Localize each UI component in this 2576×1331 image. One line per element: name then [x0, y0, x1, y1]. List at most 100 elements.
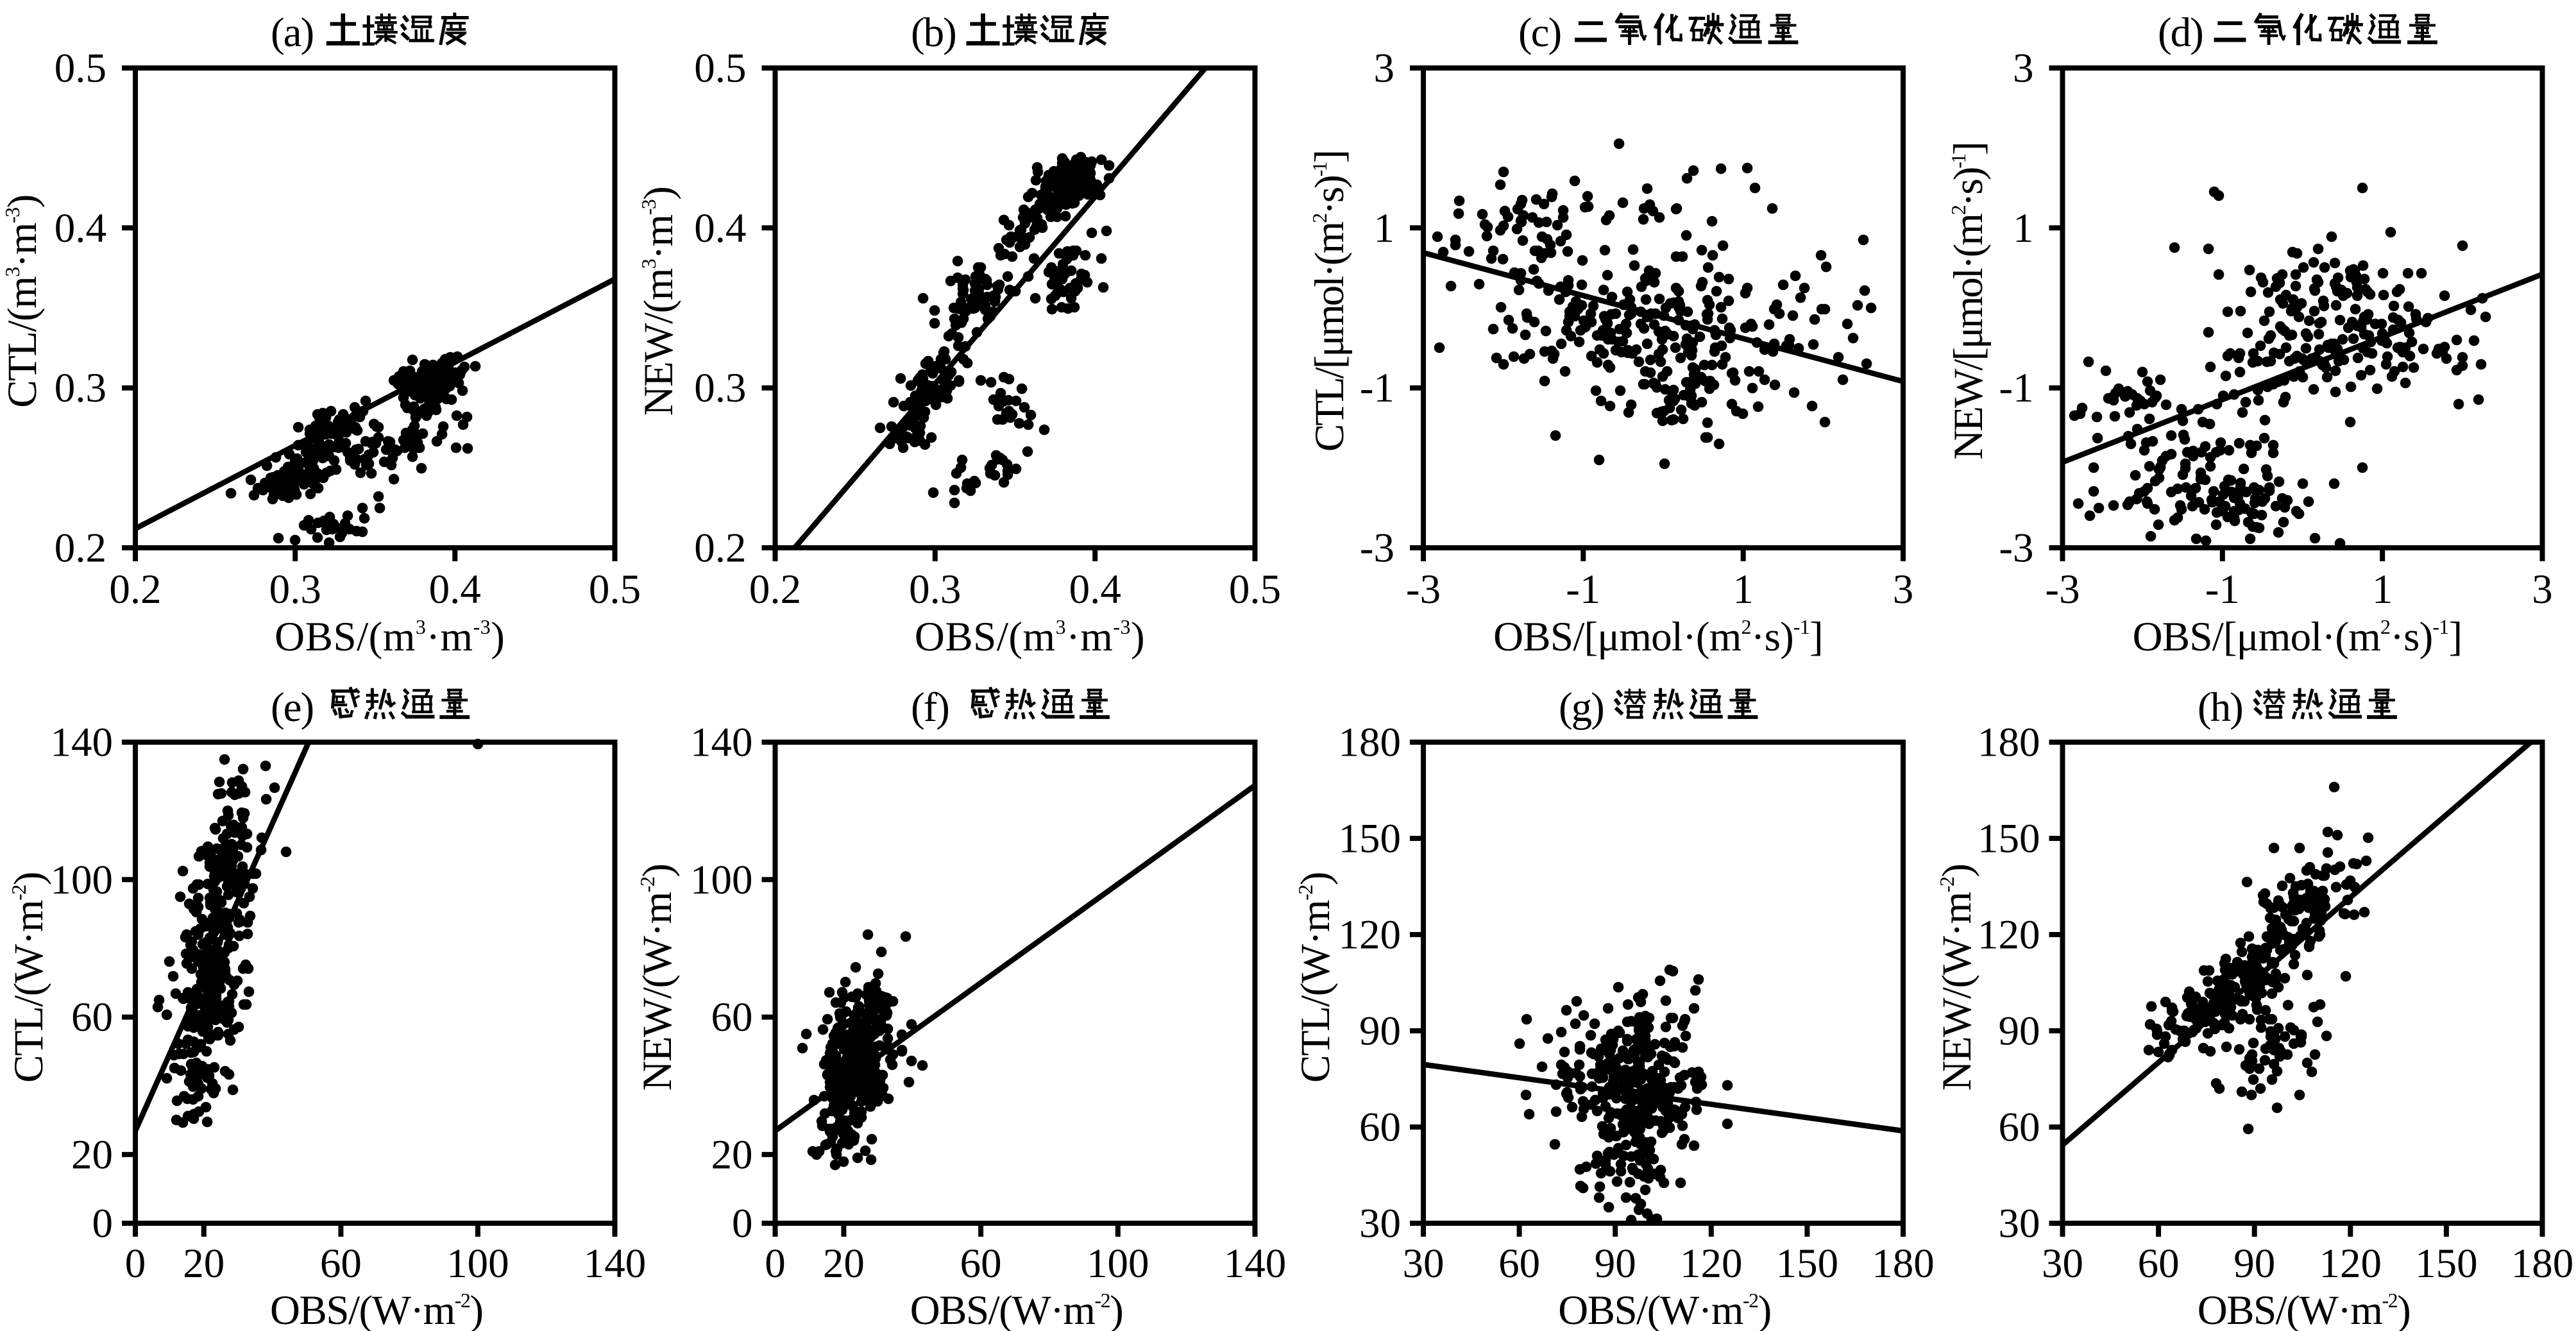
svg-text:60: 60	[1999, 1105, 2040, 1151]
svg-text:OBS/(m3·m-3): OBS/(m3·m-3)	[275, 614, 505, 660]
svg-text:180: 180	[2511, 1241, 2574, 1287]
svg-text:0.3: 0.3	[55, 365, 106, 411]
svg-text:100: 100	[1087, 1241, 1149, 1287]
svg-text:OBS/(W·m-2): OBS/(W·m-2)	[910, 1287, 1123, 1331]
svg-text:1: 1	[1374, 205, 1395, 251]
svg-text:OBS/(W·m-2): OBS/(W·m-2)	[1558, 1287, 1771, 1331]
svg-text:60: 60	[320, 1241, 362, 1287]
svg-text:3: 3	[1374, 46, 1395, 92]
svg-text:NEW/[μmol·(m2·s)-1]: NEW/[μmol·(m2·s)-1]	[1945, 143, 1992, 459]
svg-text:0.5: 0.5	[1229, 566, 1281, 613]
svg-text:0.5: 0.5	[694, 46, 746, 92]
svg-text:60: 60	[71, 994, 113, 1040]
svg-text:0.4: 0.4	[55, 205, 106, 251]
svg-text:-3: -3	[2045, 566, 2080, 613]
svg-text:90: 90	[1999, 1008, 2040, 1055]
svg-text:0: 0	[125, 1241, 146, 1287]
svg-text:140: 140	[690, 720, 753, 766]
svg-text:-3: -3	[1360, 525, 1394, 572]
svg-text:(d): (d)	[2158, 10, 2203, 56]
svg-text:0.2: 0.2	[109, 566, 161, 613]
svg-text:0: 0	[732, 1201, 753, 1247]
svg-text:CTL/[μmol·(m2·s)-1]: CTL/[μmol·(m2·s)-1]	[1307, 151, 1353, 452]
svg-text:0: 0	[92, 1201, 114, 1247]
svg-text:90: 90	[1595, 1241, 1636, 1287]
svg-text:1: 1	[2372, 566, 2393, 613]
svg-text:0.3: 0.3	[269, 566, 321, 613]
svg-text:30: 30	[1999, 1201, 2040, 1247]
svg-text:0: 0	[765, 1241, 786, 1287]
svg-text:CTL/(m3·m-3): CTL/(m3·m-3)	[0, 195, 46, 408]
svg-text:(e): (e)	[271, 684, 313, 731]
svg-text:OBS/(W·m-2): OBS/(W·m-2)	[2198, 1287, 2411, 1331]
svg-text:30: 30	[1359, 1201, 1401, 1247]
svg-text:150: 150	[2415, 1241, 2478, 1287]
svg-text:0.2: 0.2	[749, 566, 801, 613]
svg-text:1: 1	[1733, 566, 1754, 613]
svg-text:OBS/(m3·m-3): OBS/(m3·m-3)	[915, 614, 1145, 660]
svg-text:3: 3	[1893, 566, 1914, 613]
svg-text:-1: -1	[2205, 566, 2240, 613]
svg-text:100: 100	[690, 857, 753, 903]
svg-text:0.5: 0.5	[55, 46, 106, 92]
svg-text:0.2: 0.2	[55, 525, 106, 572]
svg-text:60: 60	[1498, 1241, 1540, 1287]
svg-text:3: 3	[2013, 46, 2034, 92]
svg-text:0.3: 0.3	[909, 566, 961, 613]
svg-text:CTL/(W·m-2): CTL/(W·m-2)	[6, 872, 52, 1083]
svg-text:90: 90	[1359, 1008, 1401, 1055]
svg-text:90: 90	[2233, 1241, 2275, 1287]
svg-text:0.5: 0.5	[589, 566, 641, 613]
svg-text:OBS/(W·m-2): OBS/(W·m-2)	[270, 1287, 483, 1331]
svg-text:120: 120	[1339, 912, 1402, 958]
svg-text:60: 60	[711, 994, 753, 1040]
svg-text:0.4: 0.4	[429, 566, 481, 613]
svg-text:100: 100	[51, 857, 114, 903]
svg-text:120: 120	[2319, 1241, 2382, 1287]
svg-text:20: 20	[71, 1132, 113, 1178]
svg-text:140: 140	[1224, 1241, 1287, 1287]
svg-text:-3: -3	[1406, 566, 1441, 613]
svg-text:180: 180	[1339, 720, 1402, 766]
svg-text:CTL/(W·m-2): CTL/(W·m-2)	[1292, 872, 1339, 1083]
svg-text:150: 150	[1776, 1241, 1839, 1287]
svg-text:120: 120	[1978, 912, 2040, 958]
svg-text:0.2: 0.2	[694, 525, 746, 572]
svg-text:1: 1	[2013, 205, 2034, 251]
svg-text:NEW/(W·m-2): NEW/(W·m-2)	[1934, 864, 1980, 1090]
svg-text:150: 150	[1339, 816, 1402, 862]
svg-text:180: 180	[1872, 1241, 1935, 1287]
svg-text:20: 20	[823, 1241, 865, 1287]
svg-text:NEW/(m3·m-3): NEW/(m3·m-3)	[636, 187, 682, 416]
svg-text:60: 60	[2138, 1241, 2180, 1287]
svg-text:0.4: 0.4	[1069, 566, 1121, 613]
svg-text:20: 20	[183, 1241, 225, 1287]
svg-text:-1: -1	[1360, 365, 1394, 411]
svg-text:-1: -1	[1999, 365, 2033, 411]
svg-text:0.4: 0.4	[694, 205, 746, 251]
svg-text:(h): (h)	[2198, 684, 2242, 731]
svg-text:(c): (c)	[1518, 10, 1561, 56]
svg-text:(f): (f)	[911, 684, 949, 731]
svg-text:OBS/[μmol·(m2·s)-1]: OBS/[μmol·(m2·s)-1]	[1493, 614, 1823, 660]
svg-text:NEW/(W·m-2): NEW/(W·m-2)	[634, 864, 681, 1090]
svg-text:30: 30	[1403, 1241, 1445, 1287]
svg-text:60: 60	[960, 1241, 1002, 1287]
svg-text:140: 140	[584, 1241, 647, 1287]
svg-text:60: 60	[1359, 1105, 1401, 1151]
svg-text:0.3: 0.3	[694, 365, 746, 411]
svg-text:(g): (g)	[1559, 684, 1604, 731]
svg-text:140: 140	[51, 720, 114, 766]
svg-text:3: 3	[2532, 566, 2553, 613]
svg-text:120: 120	[1680, 1241, 1743, 1287]
svg-text:(b): (b)	[911, 10, 956, 56]
svg-text:-1: -1	[1566, 566, 1600, 613]
svg-text:-3: -3	[1999, 525, 2033, 572]
svg-text:20: 20	[711, 1132, 753, 1178]
svg-text:100: 100	[446, 1241, 509, 1287]
svg-text:(a): (a)	[271, 10, 313, 56]
svg-text:150: 150	[1978, 816, 2040, 862]
svg-text:30: 30	[2042, 1241, 2083, 1287]
svg-text:180: 180	[1978, 720, 2040, 766]
svg-text:OBS/[μmol·(m2·s)-1]: OBS/[μmol·(m2·s)-1]	[2133, 614, 2462, 660]
